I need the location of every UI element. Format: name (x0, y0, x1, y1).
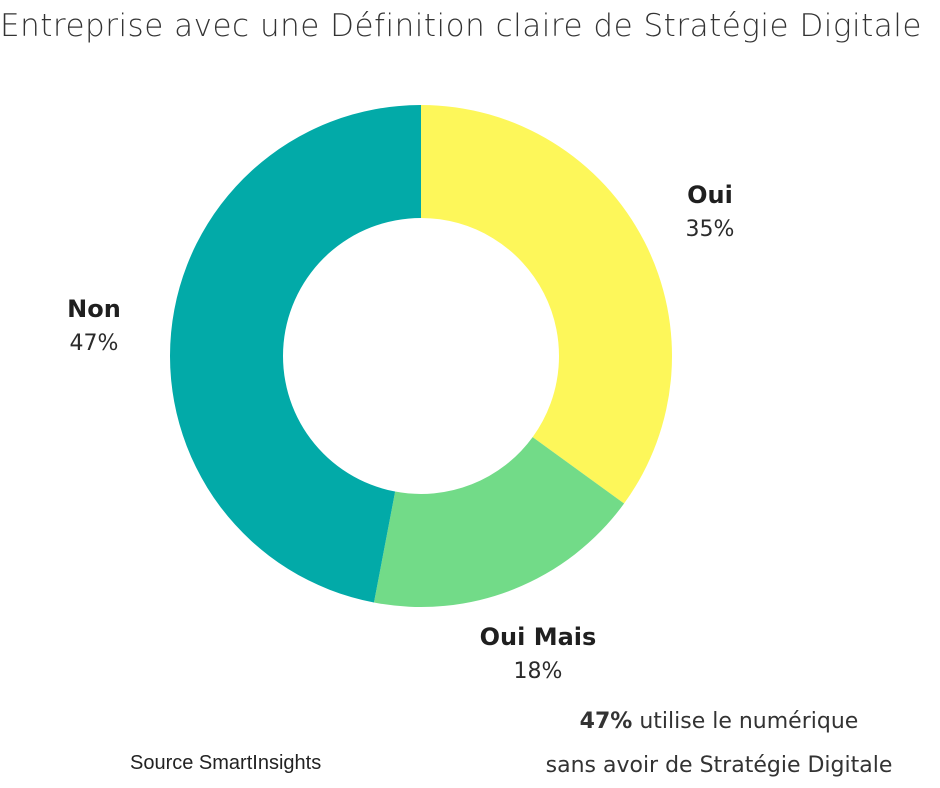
slice-value-non: 47% (69, 331, 119, 356)
slice-name-oui-mais: Oui Mais (479, 623, 597, 651)
slice-label-oui-mais: Oui Mais 18% (438, 620, 638, 690)
source-credit: Source SmartInsights (130, 752, 322, 774)
slice-name-oui: Oui (687, 181, 733, 209)
footnote-line-2: sans avoir de Stratégie Digitale (545, 753, 893, 778)
donut-slice-non (169, 105, 421, 603)
slice-value-oui: 35% (685, 217, 735, 242)
footnote-highlight: 47% (579, 709, 633, 734)
footnote: 47% utilise le numérique sans avoir de S… (504, 700, 934, 788)
slice-name-non: Non (67, 295, 121, 323)
slice-label-oui: Oui 35% (610, 178, 810, 248)
footnote-text-1: utilise le numérique (639, 709, 859, 734)
slice-value-oui-mais: 18% (513, 659, 563, 684)
donut-slice-oui-mais (373, 437, 625, 607)
slice-label-non: Non 47% (0, 292, 194, 362)
donut-slice-oui (421, 105, 672, 504)
footnote-line-1: 47% utilise le numérique (504, 700, 934, 744)
chart-title: Entreprise avec une Définition claire de… (0, 8, 922, 44)
